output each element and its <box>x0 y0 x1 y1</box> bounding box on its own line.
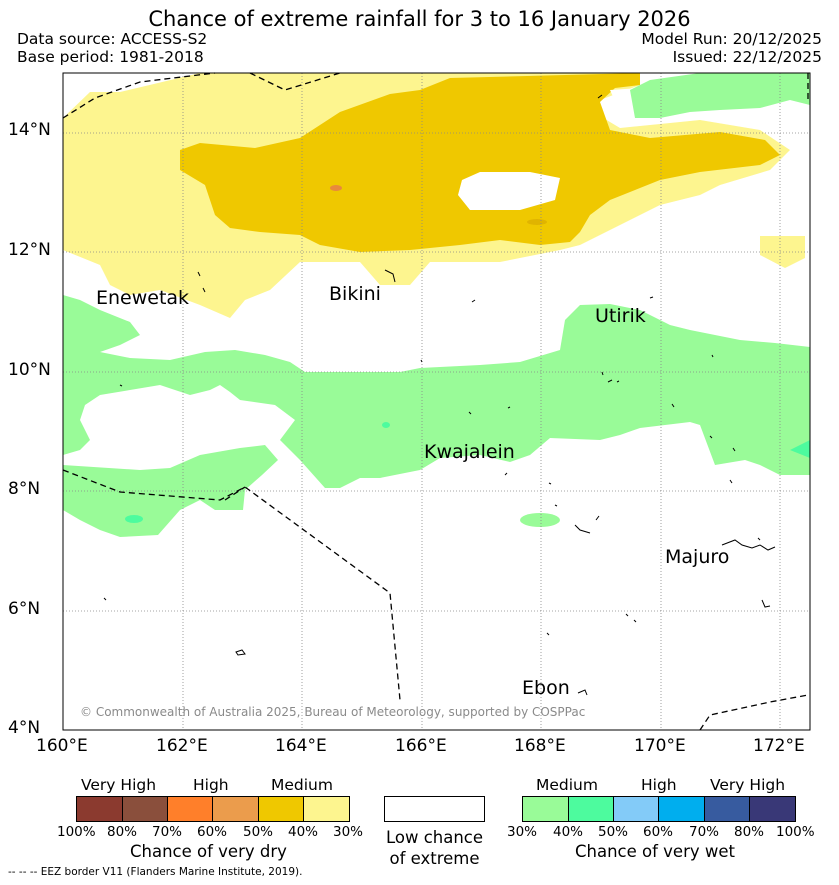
dry-level-label: High <box>193 776 229 794</box>
lon-label: 162°E <box>156 736 208 756</box>
wet-green-sw <box>63 445 278 537</box>
dry-tick: 60% <box>197 824 228 840</box>
wet-green-band <box>63 295 810 488</box>
wet-tick: 30% <box>507 824 538 840</box>
low-caption-line1: Low chance <box>385 828 484 847</box>
eez-footnote: -- -- -- EEZ border V11 (Flanders Marine… <box>8 866 303 878</box>
map-title: Chance of extreme rainfall for 3 to 16 J… <box>148 7 691 31</box>
dry-light-patch <box>760 236 805 268</box>
place-label-utirik: Utirik <box>595 305 646 327</box>
eez-borders <box>62 72 809 731</box>
plot-frame <box>62 72 811 731</box>
wet-tick: 80% <box>734 824 765 840</box>
lat-label: 10°N <box>8 360 51 380</box>
data-source: Data source: ACCESS-S2 <box>17 30 208 48</box>
base-period: Base period: 1981-2018 <box>17 48 204 66</box>
lon-label: 160°E <box>36 736 88 756</box>
islands <box>103 94 776 696</box>
lon-label: 164°E <box>275 736 327 756</box>
wet-tick: 50% <box>598 824 629 840</box>
wet-swatch <box>750 797 795 821</box>
wet-swatch <box>569 797 614 821</box>
lat-label: 14°N <box>8 120 51 140</box>
wet-colorbar <box>522 796 796 822</box>
lon-label: 172°E <box>753 736 805 756</box>
place-label-enewetak: Enewetak <box>96 287 190 309</box>
dry-level-label: Very High <box>81 776 157 794</box>
dry-swatch <box>123 797 168 821</box>
wet-level-label: Very High <box>710 776 786 794</box>
dry-tick: 80% <box>107 824 138 840</box>
dry-tick: 70% <box>152 824 183 840</box>
dry-hole <box>458 172 560 210</box>
model-run: Model Run: 20/12/2025 <box>641 30 822 48</box>
wet-green-islet <box>520 513 560 527</box>
dry-caption: Chance of very dry <box>130 842 287 861</box>
lat-label: 6°N <box>8 599 41 619</box>
dry-tick: 100% <box>57 824 96 840</box>
dry-gold-region <box>180 73 780 252</box>
dry-tick: 50% <box>243 824 274 840</box>
dry-tick: 40% <box>288 824 319 840</box>
low-chance-swatch <box>384 796 485 822</box>
rainfall-shading <box>63 73 810 537</box>
place-label-ebon: Ebon <box>522 677 570 699</box>
copyright-notice: © Commonwealth of Australia 2025, Bureau… <box>80 705 586 719</box>
dry-swatch <box>168 797 213 821</box>
dry-level-label: Medium <box>271 776 333 794</box>
place-label-bikini: Bikini <box>329 283 381 305</box>
issued-date: Issued: 22/12/2025 <box>672 48 822 66</box>
wet-level-label: High <box>641 776 677 794</box>
wet-swatch <box>523 797 569 821</box>
wet-green-ne <box>630 73 810 118</box>
lat-label: 8°N <box>8 479 41 499</box>
wet-tick: 40% <box>553 824 584 840</box>
dry-tick: 30% <box>333 824 364 840</box>
dry-swatch <box>259 797 304 821</box>
wet-caption: Chance of very wet <box>575 842 735 861</box>
wet-swatch <box>659 797 705 821</box>
place-label-majuro: Majuro <box>665 546 730 568</box>
wet-tick: 70% <box>689 824 720 840</box>
wet-swatch <box>705 797 750 821</box>
wet-level-label: Medium <box>536 776 598 794</box>
lat-label: 4°N <box>8 718 41 738</box>
lon-label: 166°E <box>395 736 447 756</box>
lon-label: 170°E <box>634 736 686 756</box>
dry-colorbar <box>76 796 350 822</box>
lon-label: 168°E <box>514 736 566 756</box>
wet-tick: 60% <box>643 824 674 840</box>
dry-swatch <box>213 797 259 821</box>
wet-swatch <box>614 797 659 821</box>
wet-tick: 100% <box>776 824 815 840</box>
dry-swatch <box>304 797 349 821</box>
place-label-kwajalein: Kwajalein <box>424 441 515 463</box>
low-caption-line2: of extreme <box>389 849 480 868</box>
dry-swatch <box>77 797 123 821</box>
lat-label: 12°N <box>8 240 51 260</box>
